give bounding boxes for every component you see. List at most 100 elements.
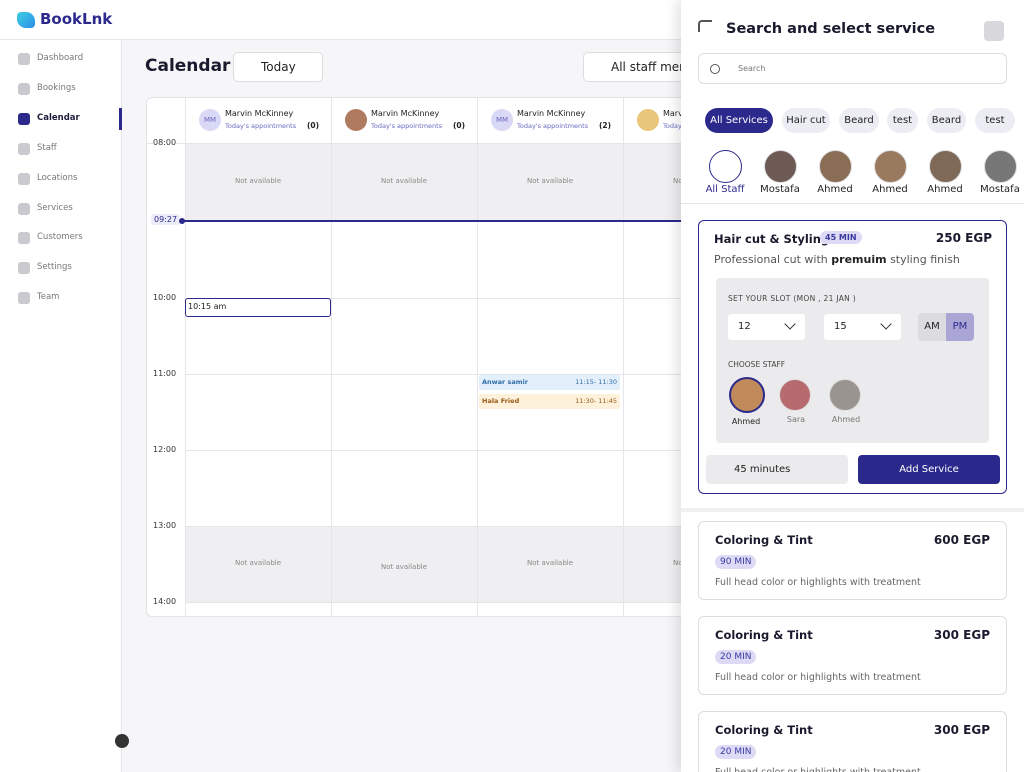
staff-option-avatar[interactable] (729, 377, 765, 413)
row-line (185, 374, 745, 375)
staff-count: (0) (307, 121, 320, 130)
nav-item[interactable]: Services (37, 202, 73, 213)
duration-badge: 20 MIN (715, 745, 757, 759)
description-part: premuim (831, 253, 887, 266)
nav-icon (18, 232, 30, 245)
duration-badge: 90 MIN (715, 555, 757, 569)
duration-badge: 20 MIN (715, 650, 757, 664)
event[interactable]: Hala Fried 11:30- 11:45 (479, 394, 620, 409)
time-select-value: 15 (834, 321, 847, 332)
nav-icon (18, 202, 30, 215)
row-line (185, 526, 745, 527)
event[interactable]: Anwar samir 11:15- 11:30 (479, 375, 620, 390)
category-chip[interactable]: All Services (705, 108, 773, 133)
staff-filter-avatar[interactable] (874, 150, 907, 183)
calendar-grid: Not available Not available Not available N… (146, 97, 746, 617)
selected-service-card[interactable]: Hair cut & Styling 45 MIN 250 EGP Professio… (698, 220, 1007, 494)
nav-item[interactable]: Customers (37, 232, 83, 243)
unavailable-cell (477, 143, 623, 221)
category-chip[interactable]: Hair cut (782, 108, 830, 133)
nav-item[interactable]: Staff (37, 142, 57, 153)
section-gap (681, 508, 1024, 512)
category-chip[interactable]: Beard (927, 108, 966, 133)
slot-label: SET YOUR SLOT (MON , 21 JAN ) (728, 294, 856, 303)
staff-name: Marvin McKinney (225, 109, 294, 118)
time-select[interactable]: 15 (824, 314, 901, 340)
column-line (623, 98, 624, 616)
slot-box: SET YOUR SLOT (MON , 21 JAN ) 12 15 AM PM CHO… (716, 278, 989, 443)
nav-item[interactable]: Dashboard (37, 53, 84, 63)
collapse-button[interactable] (115, 734, 129, 748)
unavailable-label: Not available (234, 559, 282, 567)
unavailable-label: Not available (234, 177, 282, 185)
add-service-button[interactable]: Add Service (858, 455, 1000, 484)
time-select[interactable]: 12 (728, 314, 805, 340)
event-name: Hala Fried (482, 397, 520, 405)
service-name: Coloring & Tint (715, 533, 813, 547)
period-toggle[interactable]: PM (946, 313, 974, 341)
staff-filter-name: All Staff (705, 184, 745, 195)
staff-avatar: MM (491, 109, 513, 131)
row-line (185, 298, 745, 299)
staff-subtitle: Today's appointments (225, 122, 297, 130)
staff-subtitle: Today's appointments (371, 122, 443, 130)
total-duration: 45 minutes (706, 455, 848, 484)
event[interactable]: 10:15 am (185, 298, 331, 317)
category-chip[interactable]: test (975, 108, 1015, 133)
dropdown-arrow (880, 318, 892, 330)
close-button[interactable] (984, 21, 1004, 41)
service-card[interactable]: Coloring & Tint 300 EGP 20 MIN Full head co… (698, 711, 1007, 772)
staff-filter-avatar[interactable] (709, 150, 742, 183)
service-name: Coloring & Tint (715, 723, 813, 737)
staff-avatar (345, 109, 367, 131)
unavailable-cell (331, 143, 477, 221)
staff-option-name: Sara (786, 415, 806, 424)
service-description: Full head color or highlights with treat… (715, 577, 921, 588)
search-icon (710, 64, 720, 74)
staff-filter-name: Ahmed (817, 184, 853, 195)
category-chip[interactable]: test (887, 108, 918, 133)
time-label: 11:00 (153, 369, 177, 378)
row-line (185, 450, 745, 451)
period-toggle[interactable]: AM (918, 313, 946, 341)
staff-count: (0) (453, 121, 466, 130)
staff-count: (2) (599, 121, 612, 130)
current-time-dot (179, 218, 185, 224)
search-box[interactable]: Search (698, 53, 1007, 84)
staff-filter-avatar[interactable] (984, 150, 1017, 183)
unavailable-cell (331, 526, 477, 602)
column-line (477, 98, 478, 616)
nav-icon (18, 82, 30, 95)
staff-option-avatar[interactable] (829, 379, 861, 411)
unavailable-label: Not available (380, 177, 428, 185)
nav-item[interactable]: Team (37, 292, 60, 303)
staff-filter-avatar[interactable] (929, 150, 962, 183)
current-time-line (183, 220, 745, 222)
date-filter[interactable]: Today (233, 52, 323, 82)
nav-icon (18, 112, 30, 125)
divider (681, 203, 1024, 204)
service-description: Full head color or highlights with treat… (715, 767, 921, 772)
service-name: Coloring & Tint (715, 628, 813, 642)
panel-title: Search and select service (726, 21, 936, 37)
staff-filter-avatar[interactable] (819, 150, 852, 183)
unavailable-label: Not available (380, 563, 428, 571)
staff-option-avatar[interactable] (779, 379, 811, 411)
nav-item[interactable]: Locations (37, 172, 78, 183)
service-card[interactable]: Coloring & Tint 600 EGP 90 MIN Full head co… (698, 521, 1007, 600)
staff-name: Marvin McKinney (517, 109, 586, 118)
service-card[interactable]: Coloring & Tint 300 EGP 20 MIN Full head co… (698, 616, 1007, 695)
event-name: Anwar samir (482, 378, 528, 386)
staff-label: CHOOSE STAFF (728, 360, 786, 369)
time-select-value: 12 (738, 321, 751, 332)
back-button[interactable] (698, 20, 712, 32)
staff-filter-avatar[interactable] (764, 150, 797, 183)
nav-item[interactable]: Settings (37, 262, 72, 273)
staff-option-name: Ahmed (831, 415, 861, 424)
nav-item[interactable]: Bookings (37, 82, 76, 93)
time-label: 10:00 (153, 293, 177, 302)
nav-item[interactable]: Calendar (37, 112, 80, 123)
staff-avatar (637, 109, 659, 131)
category-chip[interactable]: Beard (839, 108, 879, 133)
